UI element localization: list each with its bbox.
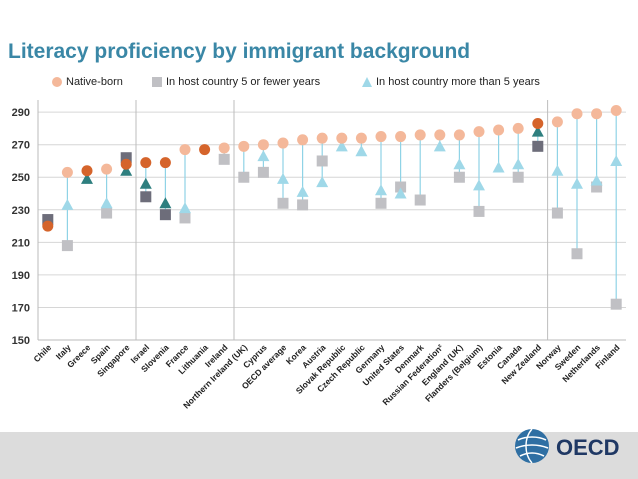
legend-label-long-stay: In host country more than 5 years bbox=[376, 76, 540, 88]
short-stay-square bbox=[297, 199, 309, 211]
short-stay-square bbox=[571, 248, 583, 260]
long-stay-triangle bbox=[512, 158, 525, 170]
native-born-circle bbox=[120, 158, 132, 170]
short-stay-square bbox=[238, 171, 250, 183]
native-born-circle bbox=[571, 108, 583, 120]
long-stay-triangle bbox=[571, 177, 583, 189]
short-stay-square bbox=[551, 207, 563, 219]
y-tick-label: 150 bbox=[12, 335, 30, 347]
y-tick-label: 210 bbox=[12, 237, 30, 249]
native-born-circle bbox=[512, 122, 524, 134]
long-stay-triangle bbox=[257, 150, 270, 162]
short-stay-square bbox=[453, 171, 465, 183]
short-stay-square bbox=[120, 152, 132, 164]
native-born-circle bbox=[81, 165, 93, 177]
native-born-circle bbox=[61, 166, 73, 178]
long-stay-triangle bbox=[100, 197, 113, 209]
long-stay-triangle bbox=[335, 140, 348, 152]
y-tick-label: 290 bbox=[12, 107, 30, 119]
long-stay-triangle bbox=[492, 161, 505, 173]
short-stay-square bbox=[512, 171, 524, 183]
long-stay-triangle bbox=[277, 172, 289, 184]
native-born-circle bbox=[375, 131, 387, 143]
long-stay-triangle bbox=[433, 140, 446, 152]
short-stay-square bbox=[316, 155, 328, 167]
short-stay-square bbox=[140, 191, 152, 203]
native-born-circle bbox=[355, 132, 367, 144]
short-stay-square bbox=[591, 181, 603, 193]
y-tick-label: 170 bbox=[12, 302, 30, 314]
native-born-circle bbox=[532, 118, 544, 130]
short-stay-square bbox=[395, 181, 407, 193]
short-stay-square bbox=[101, 207, 113, 219]
native-born-circle bbox=[591, 108, 603, 120]
native-born-circle bbox=[277, 137, 289, 149]
short-stay-square bbox=[610, 298, 622, 310]
square-marker-icon bbox=[152, 77, 162, 87]
long-stay-triangle bbox=[375, 184, 387, 196]
y-tick-label: 230 bbox=[12, 205, 30, 217]
long-stay-triangle bbox=[139, 177, 152, 189]
y-tick-label: 190 bbox=[12, 270, 30, 282]
short-stay-square bbox=[277, 197, 289, 209]
native-born-circle bbox=[140, 157, 152, 169]
native-born-circle bbox=[414, 129, 426, 141]
triangle-marker-icon bbox=[362, 77, 372, 87]
legend-label-short-stay: In host country 5 or fewer years bbox=[166, 76, 321, 88]
long-stay-triangle bbox=[316, 176, 329, 188]
short-stay-square bbox=[179, 212, 191, 224]
long-stay-triangle bbox=[531, 125, 544, 137]
native-born-circle bbox=[316, 132, 328, 144]
short-stay-square bbox=[532, 140, 544, 152]
long-stay-triangle bbox=[551, 164, 564, 176]
long-stay-triangle bbox=[473, 179, 485, 191]
brand-name: OECD bbox=[556, 435, 620, 460]
long-stay-triangle bbox=[81, 172, 93, 184]
oecd-logo: OECD bbox=[510, 426, 630, 466]
chart-title: Literacy proficiency by immigrant backgr… bbox=[8, 40, 471, 63]
native-born-circle bbox=[199, 144, 211, 156]
long-stay-triangle bbox=[61, 198, 74, 210]
short-stay-square bbox=[159, 209, 171, 221]
long-stay-triangle bbox=[159, 197, 172, 209]
x-tick-label: Chile bbox=[31, 342, 53, 364]
short-stay-square bbox=[61, 240, 73, 252]
long-stay-triangle bbox=[179, 202, 191, 214]
native-born-circle bbox=[336, 132, 348, 144]
long-stay-triangle bbox=[394, 187, 407, 199]
short-stay-square bbox=[375, 197, 387, 209]
native-born-circle bbox=[257, 139, 269, 151]
y-tick-label: 250 bbox=[12, 172, 30, 184]
native-born-circle bbox=[297, 134, 309, 146]
native-born-circle bbox=[493, 124, 505, 136]
native-born-circle bbox=[434, 129, 446, 141]
native-born-circle bbox=[159, 157, 171, 169]
native-born-circle bbox=[101, 163, 113, 175]
short-stay-square bbox=[414, 194, 426, 206]
globe-icon bbox=[515, 428, 549, 464]
native-born-circle bbox=[42, 220, 54, 232]
short-stay-square bbox=[42, 214, 54, 226]
long-stay-triangle bbox=[120, 164, 133, 176]
native-born-circle bbox=[610, 105, 622, 117]
long-stay-triangle bbox=[610, 154, 623, 166]
native-born-circle bbox=[473, 126, 485, 138]
circle-marker-icon bbox=[52, 77, 62, 87]
long-stay-triangle bbox=[296, 185, 309, 197]
y-tick-label: 270 bbox=[12, 140, 30, 152]
legend-label-native-born: Native-born bbox=[66, 76, 123, 88]
short-stay-square bbox=[257, 166, 269, 178]
native-born-circle bbox=[551, 116, 563, 128]
long-stay-triangle bbox=[453, 158, 466, 170]
native-born-circle bbox=[395, 131, 407, 143]
native-born-circle bbox=[238, 140, 250, 152]
long-stay-triangle bbox=[590, 174, 603, 186]
short-stay-square bbox=[473, 205, 485, 217]
native-born-circle bbox=[453, 129, 465, 141]
native-born-circle bbox=[179, 144, 191, 156]
native-born-circle bbox=[218, 142, 230, 154]
short-stay-square bbox=[218, 153, 230, 165]
long-stay-triangle bbox=[355, 145, 368, 157]
